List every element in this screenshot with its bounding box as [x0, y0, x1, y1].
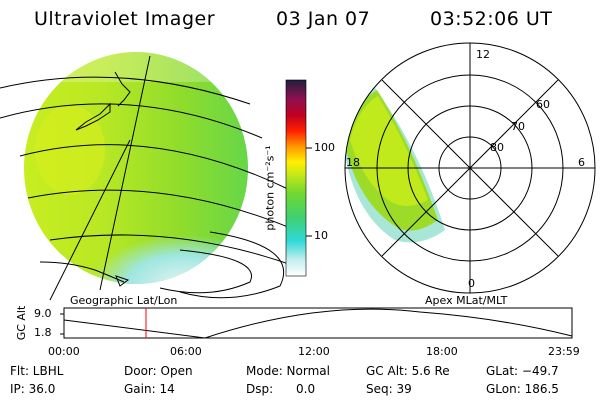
colorbar-tick-100: 100	[314, 141, 335, 154]
ip-info: IP: 36.0	[10, 382, 56, 396]
altitude-tick-1-8: 1.8	[34, 326, 52, 339]
glat-info: GLat: −49.7	[486, 364, 559, 378]
lat-label-60: 60	[536, 98, 550, 111]
time-tick-1800: 18:00	[426, 345, 458, 358]
time-tick-0600: 06:00	[170, 345, 202, 358]
geographic-panel-label: Geographic Lat/Lon	[70, 294, 178, 307]
dsp-info: Dsp: 0.0	[246, 382, 316, 396]
lat-label-70: 70	[511, 120, 525, 133]
instrument-title: Ultraviolet Imager	[34, 8, 216, 30]
gain-info: Gain: 14	[124, 382, 175, 396]
door-info: Door: Open	[124, 364, 193, 378]
time-tick-2359: 23:59	[548, 345, 580, 358]
mlt-label-0: 0	[468, 277, 475, 290]
mlt-label-18: 18	[346, 156, 360, 169]
lat-label-80: 80	[490, 141, 504, 154]
altitude-tick-9: 9.0	[34, 307, 52, 320]
mlt-label-6: 6	[578, 156, 585, 169]
altitude-axis-label: GC Alt	[14, 305, 28, 341]
time-tick-0000: 00:00	[48, 345, 80, 358]
date-label: 03 Jan 07	[276, 8, 371, 30]
gc-alt-info: GC Alt: 5.6 Re	[366, 364, 450, 378]
mode-info: Mode: Normal	[246, 364, 330, 378]
time-label: 03:52:06 UT	[430, 8, 553, 30]
time-tick-1200: 12:00	[298, 345, 330, 358]
filter-info: Flt: LBHL	[10, 364, 64, 378]
colorbar-tick-10: 10	[314, 229, 328, 242]
polar-panel-label: Apex MLat/MLT	[425, 294, 508, 307]
seq-info: Seq: 39	[366, 382, 412, 396]
glon-info: GLon: 186.5	[486, 382, 559, 396]
mlt-label-12: 12	[476, 48, 490, 61]
